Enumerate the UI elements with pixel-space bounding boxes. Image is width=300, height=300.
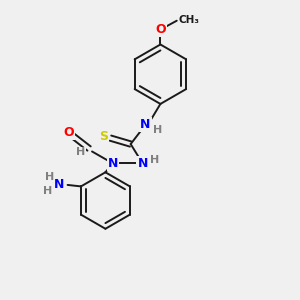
- Text: H: H: [153, 125, 163, 135]
- Text: S: S: [99, 130, 108, 143]
- Text: H: H: [150, 155, 160, 165]
- Text: CH₃: CH₃: [178, 15, 199, 25]
- Text: N: N: [108, 157, 118, 170]
- Text: N: N: [137, 157, 148, 170]
- Text: N: N: [140, 118, 151, 131]
- Text: N: N: [53, 178, 64, 191]
- Text: O: O: [63, 126, 74, 139]
- Text: H: H: [43, 187, 52, 196]
- Text: O: O: [155, 23, 166, 36]
- Text: H: H: [76, 147, 86, 157]
- Text: H: H: [44, 172, 54, 182]
